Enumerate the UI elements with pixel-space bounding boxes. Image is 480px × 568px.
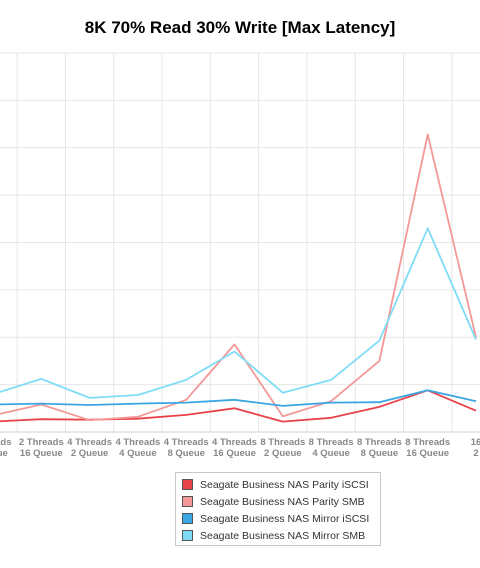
x-tick-label: Threads [0,437,11,448]
series-line [0,227,477,399]
legend-label: Seagate Business NAS Parity SMB [200,495,365,508]
legend: Seagate Business NAS Parity iSCSI Seagat… [175,472,381,546]
legend-item[interactable]: Seagate Business NAS Mirror SMB [182,527,374,544]
x-tick-label: 8 Threads [405,437,450,448]
legend-swatch [182,530,193,541]
x-tick-label: 8 Queue [361,448,399,459]
x-tick-label: 16 Queue [20,448,63,459]
x-tick-label: Queue [0,448,8,459]
x-tick-label: 4 Threads [164,437,209,448]
x-tick-label: 16 Queue [213,448,256,459]
x-tick-label: 8 Threads [357,437,402,448]
x-tick-label: 4 Threads [212,437,257,448]
x-tick-label: 8 Threads [309,437,354,448]
legend-swatch [182,513,193,524]
legend-label: Seagate Business NAS Mirror SMB [200,529,366,542]
x-tick-label: 4 Queue [119,448,157,459]
legend-item[interactable]: Seagate Business NAS Mirror iSCSI [182,510,374,527]
x-tick-label: 4 Threads [115,437,160,448]
x-tick-label: 2 Queue [264,448,302,459]
x-tick-label: 4 Threads [67,437,112,448]
series-line [0,133,477,422]
legend-swatch [182,496,193,507]
x-tick-label: 16 [471,437,480,448]
legend-label: Seagate Business NAS Parity iSCSI [200,478,369,491]
legend-item[interactable]: Seagate Business NAS Parity iSCSI [182,476,374,493]
grid [0,52,480,433]
series-line [0,389,477,407]
series-lines [0,133,477,423]
chart-title: 8K 70% Read 30% Write [Max Latency] [84,18,396,37]
legend-label: Seagate Business NAS Mirror iSCSI [200,512,370,525]
legend-swatch [182,479,193,490]
x-tick-label: 8 Queue [167,448,205,459]
x-tick-label: 8 Threads [260,437,305,448]
x-tick-label: 2 Threads [19,437,64,448]
x-tick-label: 2 [473,448,478,459]
legend-item[interactable]: Seagate Business NAS Parity SMB [182,493,374,510]
series-line [0,389,477,423]
x-tick-label: 2 Queue [71,448,109,459]
x-tick-label: 16 Queue [406,448,449,459]
x-tick-label: 4 Queue [312,448,350,459]
